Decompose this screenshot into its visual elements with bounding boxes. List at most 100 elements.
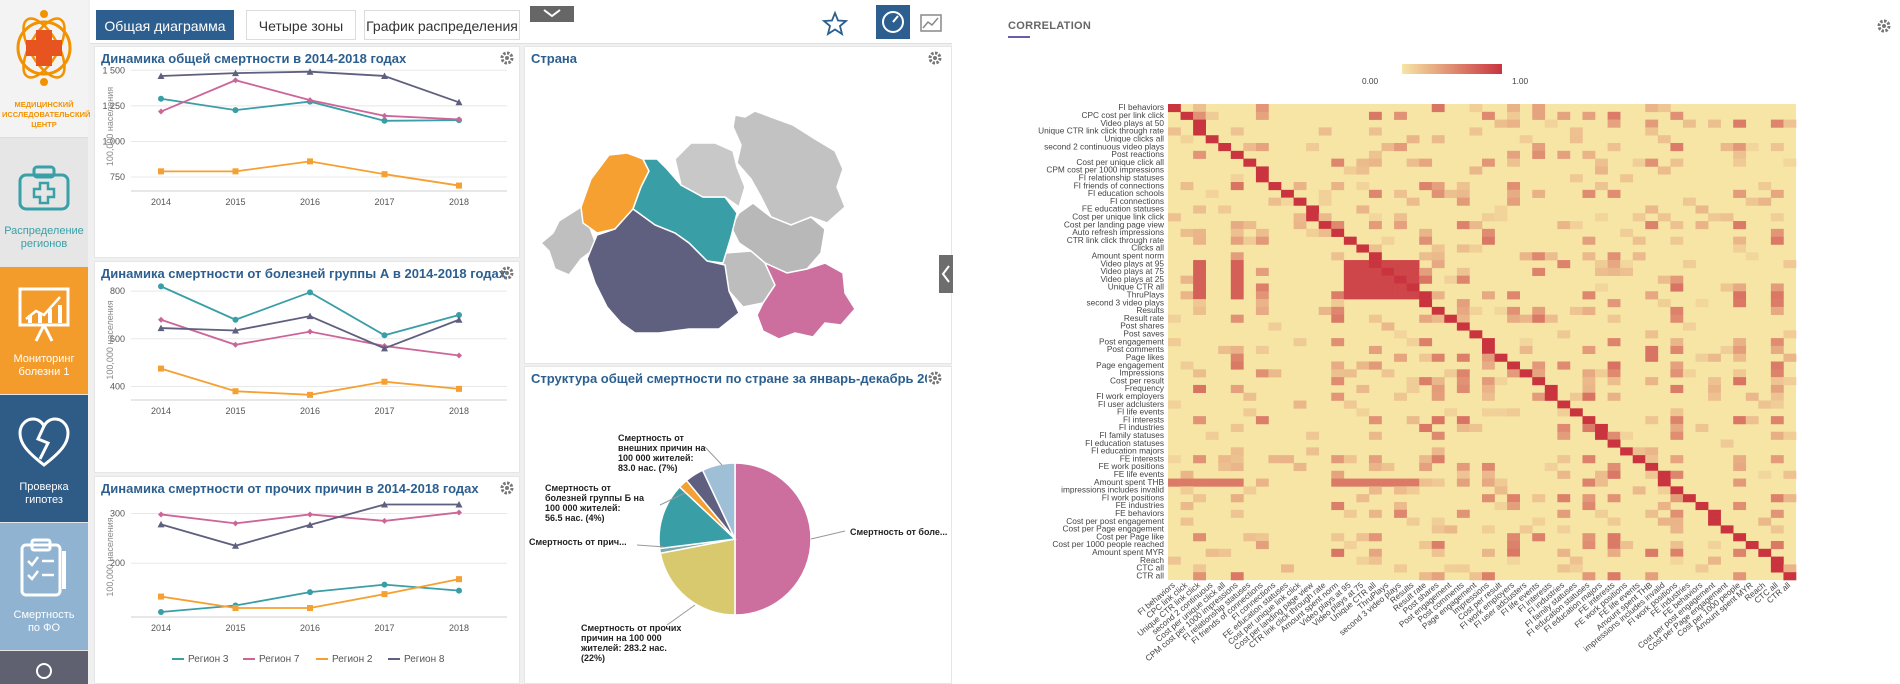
data-point[interactable] <box>307 97 313 104</box>
heatmap-cell[interactable] <box>1620 447 1634 456</box>
heatmap-cell[interactable] <box>1607 462 1621 472</box>
heatmap-cell[interactable] <box>1708 509 1721 518</box>
heatmap-cell[interactable] <box>1532 377 1546 386</box>
heatmap-cell[interactable] <box>1431 572 1445 581</box>
heatmap-cell[interactable] <box>1394 213 1407 222</box>
heatmap-cell[interactable] <box>1645 205 1659 214</box>
heatmap-cell[interactable] <box>1193 494 1206 503</box>
data-point[interactable] <box>456 587 462 594</box>
heatmap-cell[interactable] <box>1356 291 1370 300</box>
heatmap-cell[interactable] <box>1419 158 1433 167</box>
heatmap-cell[interactable] <box>1733 345 1747 355</box>
heatmap-cell[interactable] <box>1745 197 1759 206</box>
heatmap-cell[interactable] <box>1632 455 1646 464</box>
tab-four-zones[interactable]: Четыре зоны <box>246 10 356 40</box>
heatmap-cell[interactable] <box>1783 377 1797 386</box>
heatmap-cell[interactable] <box>1331 291 1345 300</box>
heatmap-cell[interactable] <box>1733 143 1747 152</box>
heatmap-cell[interactable] <box>1670 525 1684 534</box>
heatmap-cell[interactable] <box>1582 423 1596 433</box>
heatmap-cell[interactable] <box>1394 283 1407 292</box>
heatmap-cell[interactable] <box>1482 228 1495 237</box>
data-point[interactable] <box>158 95 164 102</box>
heatmap-cell[interactable] <box>1569 408 1583 417</box>
heatmap-cell[interactable] <box>1230 353 1244 362</box>
heatmap-cell[interactable] <box>1218 143 1232 152</box>
heatmap-cell[interactable] <box>1331 252 1345 261</box>
heatmap-cell[interactable] <box>1507 111 1520 120</box>
heatmap-cell[interactable] <box>1582 501 1596 511</box>
heatmap-cell[interactable] <box>1343 509 1357 518</box>
heatmap-cell[interactable] <box>1607 252 1621 261</box>
heatmap-cell[interactable] <box>1532 189 1546 198</box>
heatmap-cell[interactable] <box>1293 338 1307 347</box>
heatmap-cell[interactable] <box>1745 392 1759 401</box>
heatmap-cell[interactable] <box>1406 478 1420 487</box>
heatmap-cell[interactable] <box>1607 377 1621 386</box>
heatmap-cell[interactable] <box>1582 111 1596 120</box>
heatmap-cell[interactable] <box>1708 119 1721 128</box>
heatmap-cell[interactable] <box>1557 525 1571 534</box>
heatmap-cell[interactable] <box>1770 236 1784 245</box>
data-point[interactable] <box>157 72 165 79</box>
heatmap-cell[interactable] <box>1356 533 1370 542</box>
heatmap-cell[interactable] <box>1544 384 1558 394</box>
heatmap-cell[interactable] <box>1532 252 1546 261</box>
data-point[interactable] <box>381 378 388 385</box>
heatmap-cell[interactable] <box>1557 423 1571 433</box>
heatmap-cell[interactable] <box>1607 314 1621 323</box>
heatmap-cell[interactable] <box>1770 556 1784 565</box>
heatmap-cell[interactable] <box>1381 267 1395 276</box>
heatmap-cell[interactable] <box>1193 478 1206 487</box>
heatmap-cell[interactable] <box>1770 455 1784 464</box>
heatmap-cell[interactable] <box>1582 494 1596 503</box>
heatmap-cell[interactable] <box>1193 564 1206 573</box>
heatmap-cell[interactable] <box>1632 158 1646 167</box>
heatmap-cell[interactable] <box>1394 143 1407 152</box>
heatmap-cell[interactable] <box>1356 260 1370 269</box>
map-region-gray-north[interactable] <box>674 142 746 209</box>
heatmap-cell[interactable] <box>1293 400 1307 409</box>
heatmap-cell[interactable] <box>1607 361 1621 370</box>
heatmap-cell[interactable] <box>1582 236 1596 245</box>
heatmap-cell[interactable] <box>1293 213 1307 222</box>
heatmap-cell[interactable] <box>1695 205 1709 214</box>
heatmap-cell[interactable] <box>1431 540 1445 550</box>
heatmap-cell[interactable] <box>1205 189 1219 198</box>
heatmap-cell[interactable] <box>1368 509 1382 518</box>
heatmap-cell[interactable] <box>1758 517 1772 526</box>
heatmap-cell[interactable] <box>1733 119 1747 128</box>
heatmap-cell[interactable] <box>1695 221 1709 230</box>
heatmap-cell[interactable] <box>1544 314 1558 323</box>
heatmap-cell[interactable] <box>1507 189 1520 198</box>
heatmap-cell[interactable] <box>1431 455 1445 464</box>
heatmap-cell[interactable] <box>1482 213 1495 222</box>
heatmap-cell[interactable] <box>1607 517 1621 526</box>
heatmap-cell[interactable] <box>1230 478 1244 487</box>
heatmap-cell[interactable] <box>1733 416 1747 425</box>
heatmap-cell[interactable] <box>1368 127 1382 136</box>
heatmap-cell[interactable] <box>1770 509 1784 518</box>
heatmap-cell[interactable] <box>1331 314 1345 323</box>
logo[interactable]: МЕДИЦИНСКИЙ ИССЛЕДОВАТЕЛЬСКИЙ ЦЕНТР <box>0 0 90 138</box>
heatmap-cell[interactable] <box>1230 423 1244 433</box>
heatmap-cell[interactable] <box>1507 119 1520 128</box>
heatmap-cell[interactable] <box>1645 127 1659 136</box>
heatmap-cell[interactable] <box>1168 400 1181 409</box>
sidebar-item-regions[interactable]: Распределение регионов <box>0 139 88 266</box>
heatmap-cell[interactable] <box>1406 267 1420 276</box>
heatmap-cell[interactable] <box>1657 135 1671 144</box>
heatmap-cell[interactable] <box>1507 494 1520 503</box>
data-point[interactable] <box>455 500 463 508</box>
heatmap-cell[interactable] <box>1494 408 1508 417</box>
heatmap-cell[interactable] <box>1482 353 1495 362</box>
heatmap-cell[interactable] <box>1431 252 1445 261</box>
heatmap-cell[interactable] <box>1720 345 1734 355</box>
heatmap-cell[interactable] <box>1645 104 1659 113</box>
heatmap-cell[interactable] <box>1507 197 1520 206</box>
heatmap-cell[interactable] <box>1494 119 1508 128</box>
heatmap-cell[interactable] <box>1645 455 1659 464</box>
heatmap-cell[interactable] <box>1494 377 1508 386</box>
heatmap-cell[interactable] <box>1582 291 1596 300</box>
heatmap-cell[interactable] <box>1783 431 1797 440</box>
